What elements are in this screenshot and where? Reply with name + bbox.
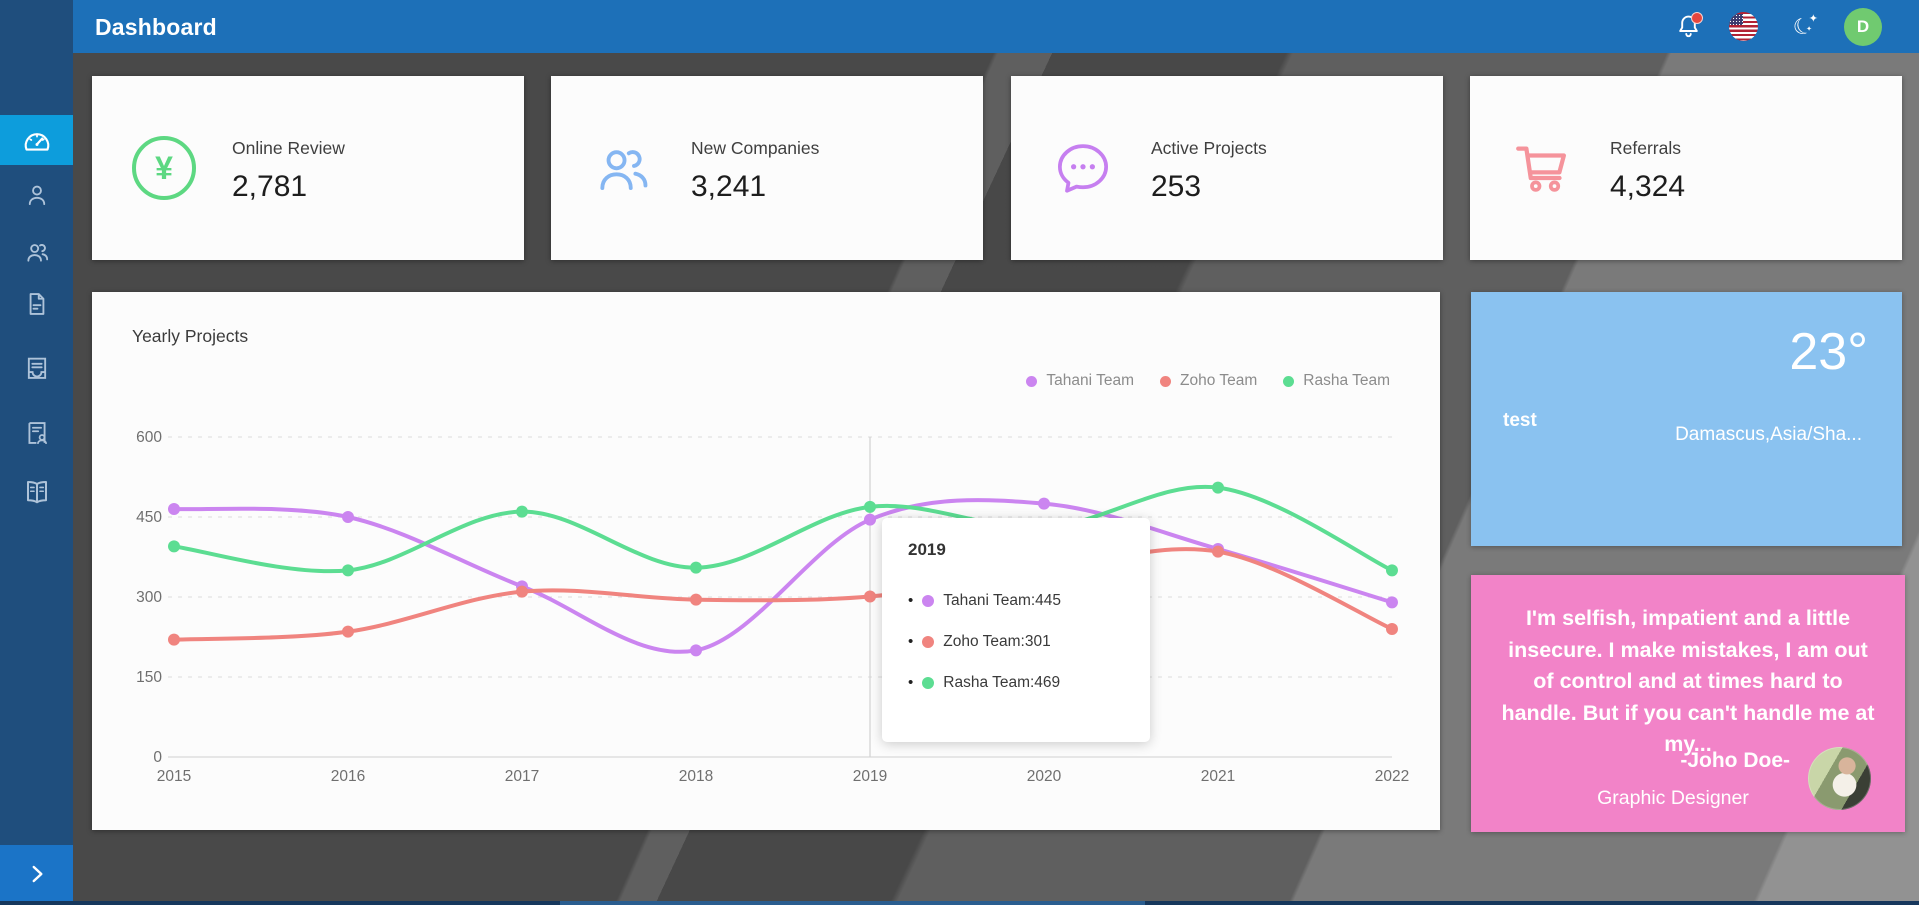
- svg-text:2017: 2017: [505, 768, 539, 785]
- yen-icon: ¥: [132, 136, 196, 200]
- weather-name: test: [1503, 410, 1537, 431]
- sidebar-expand-toggle[interactable]: [0, 845, 73, 902]
- quote-avatar-photo: [1808, 747, 1871, 810]
- language-button[interactable]: [1727, 0, 1759, 53]
- line-chart[interactable]: 600 450 300 150 0 2015 2016 2017 2018 2019 2020 202…: [92, 292, 1440, 830]
- sidebar-item-reports[interactable]: [0, 408, 73, 458]
- svg-text:2015: 2015: [157, 768, 191, 785]
- quote-text: I'm selfish, impatient and a little inse…: [1501, 606, 1875, 756]
- chevron-right-icon: [32, 865, 43, 882]
- user-menu[interactable]: D: [1841, 0, 1885, 53]
- cart-icon: [1510, 136, 1574, 200]
- svg-text:600: 600: [136, 429, 162, 446]
- chart-title: Yearly Projects: [132, 326, 249, 346]
- us-flag-icon: [1728, 12, 1758, 41]
- notification-badge: [1691, 12, 1703, 24]
- stat-card-referrals: Referrals 4,324: [1470, 76, 1902, 260]
- user-icon: [28, 185, 45, 206]
- stat-card-online-review: ¥ Online Review 2,781: [92, 76, 524, 260]
- users-icon: [26, 244, 48, 262]
- stat-label: Active Projects: [1151, 138, 1267, 158]
- legend-dot: [1026, 375, 1038, 387]
- weather-location: Damascus,Asia/Sha...: [1675, 424, 1862, 445]
- chart-tooltip: 2019 • Tahani Team:445 • Zoho Team:301 • Rash…: [882, 518, 1150, 742]
- sparkle-icon: ✦: [1806, 26, 1812, 33]
- yearly-projects-card: Yearly Projects Tahani Team Zoho Team Rash…: [92, 292, 1440, 830]
- series-dot: [922, 676, 935, 689]
- svg-text:2022: 2022: [1375, 768, 1409, 785]
- page-title: Dashboard: [95, 14, 217, 40]
- screen-bottom-edge: [0, 901, 1919, 905]
- series-dot: [922, 594, 935, 607]
- notifications-button[interactable]: [1671, 0, 1705, 53]
- tooltip-row: • Tahani Team:445: [908, 591, 1062, 610]
- legend-dot: [1160, 375, 1171, 387]
- weather-card: 23° test Damascus,Asia/Sha...: [1471, 292, 1902, 546]
- quote-role: Graphic Designer: [1597, 787, 1749, 809]
- svg-text:2021: 2021: [1201, 768, 1235, 785]
- stat-value: 2,781: [232, 170, 308, 203]
- legend-item[interactable]: Zoho Team: [1160, 372, 1257, 390]
- tooltip-row: • Zoho Team:301: [908, 632, 1051, 651]
- legend-item[interactable]: Tahani Team: [1026, 372, 1134, 390]
- quote-card: I'm selfish, impatient and a little inse…: [1471, 575, 1905, 832]
- legend-dot: [1283, 375, 1295, 387]
- svg-text:450: 450: [136, 509, 162, 526]
- book-icon: [26, 481, 47, 504]
- top-header: Dashboard ☾ ✦ ✦ D: [73, 0, 1919, 53]
- tooltip-row-text: Zoho Team:301: [943, 632, 1051, 650]
- legend-item[interactable]: Rasha Team: [1283, 372, 1390, 390]
- people-icon: [591, 136, 655, 200]
- dark-mode-toggle[interactable]: ☾ ✦ ✦: [1785, 0, 1821, 53]
- file-icon: [29, 293, 44, 315]
- sidebar-item-teams[interactable]: [0, 227, 73, 277]
- stat-card-new-companies: New Companies 3,241: [551, 76, 983, 260]
- gauge-icon: [24, 133, 49, 151]
- stat-value: 4,324: [1610, 170, 1686, 203]
- series-dot: [922, 635, 935, 648]
- svg-text:2016: 2016: [331, 768, 365, 785]
- svg-text:300: 300: [136, 589, 162, 606]
- stat-label: New Companies: [691, 138, 820, 158]
- sidebar-item-dashboard[interactable]: [0, 115, 73, 165]
- tooltip-row-text: Rasha Team:469: [943, 673, 1061, 691]
- tooltip-row: • Rasha Team:469: [908, 673, 1061, 692]
- sidebar-item-library[interactable]: [0, 467, 73, 517]
- weather-temperature: 23°: [1789, 323, 1868, 381]
- user-avatar: D: [1844, 7, 1882, 46]
- sidebar-item-archive[interactable]: [0, 343, 73, 393]
- tooltip-row-text: Tahani Team:445: [943, 591, 1062, 609]
- svg-text:2018: 2018: [679, 768, 713, 785]
- svg-text:2019: 2019: [853, 768, 887, 785]
- stat-value: 3,241: [691, 170, 767, 203]
- legend-label: Rasha Team: [1303, 372, 1390, 389]
- report-user-icon: [27, 422, 47, 444]
- sidebar-item-documents[interactable]: [0, 279, 73, 329]
- stat-value: 253: [1151, 170, 1202, 203]
- tooltip-year: 2019: [908, 540, 946, 559]
- archive-doc-icon: [27, 357, 46, 379]
- sidebar-item-profile[interactable]: [0, 170, 73, 220]
- stat-card-active-projects: Active Projects 253: [1011, 76, 1443, 260]
- quote-author: -Joho Doe-: [1680, 749, 1790, 772]
- legend-label: Tahani Team: [1046, 372, 1134, 389]
- svg-text:2020: 2020: [1027, 768, 1062, 785]
- stat-label: Referrals: [1610, 138, 1681, 158]
- stat-label: Online Review: [232, 138, 345, 158]
- svg-text:150: 150: [136, 669, 162, 686]
- chat-bubble-icon: [1051, 136, 1115, 200]
- chart-legend: Tahani Team Zoho Team Rasha Team: [1026, 372, 1390, 390]
- sparkle-icon: ✦: [1808, 13, 1818, 25]
- svg-text:0: 0: [153, 749, 162, 766]
- legend-label: Zoho Team: [1180, 372, 1258, 389]
- sidebar: [0, 0, 73, 845]
